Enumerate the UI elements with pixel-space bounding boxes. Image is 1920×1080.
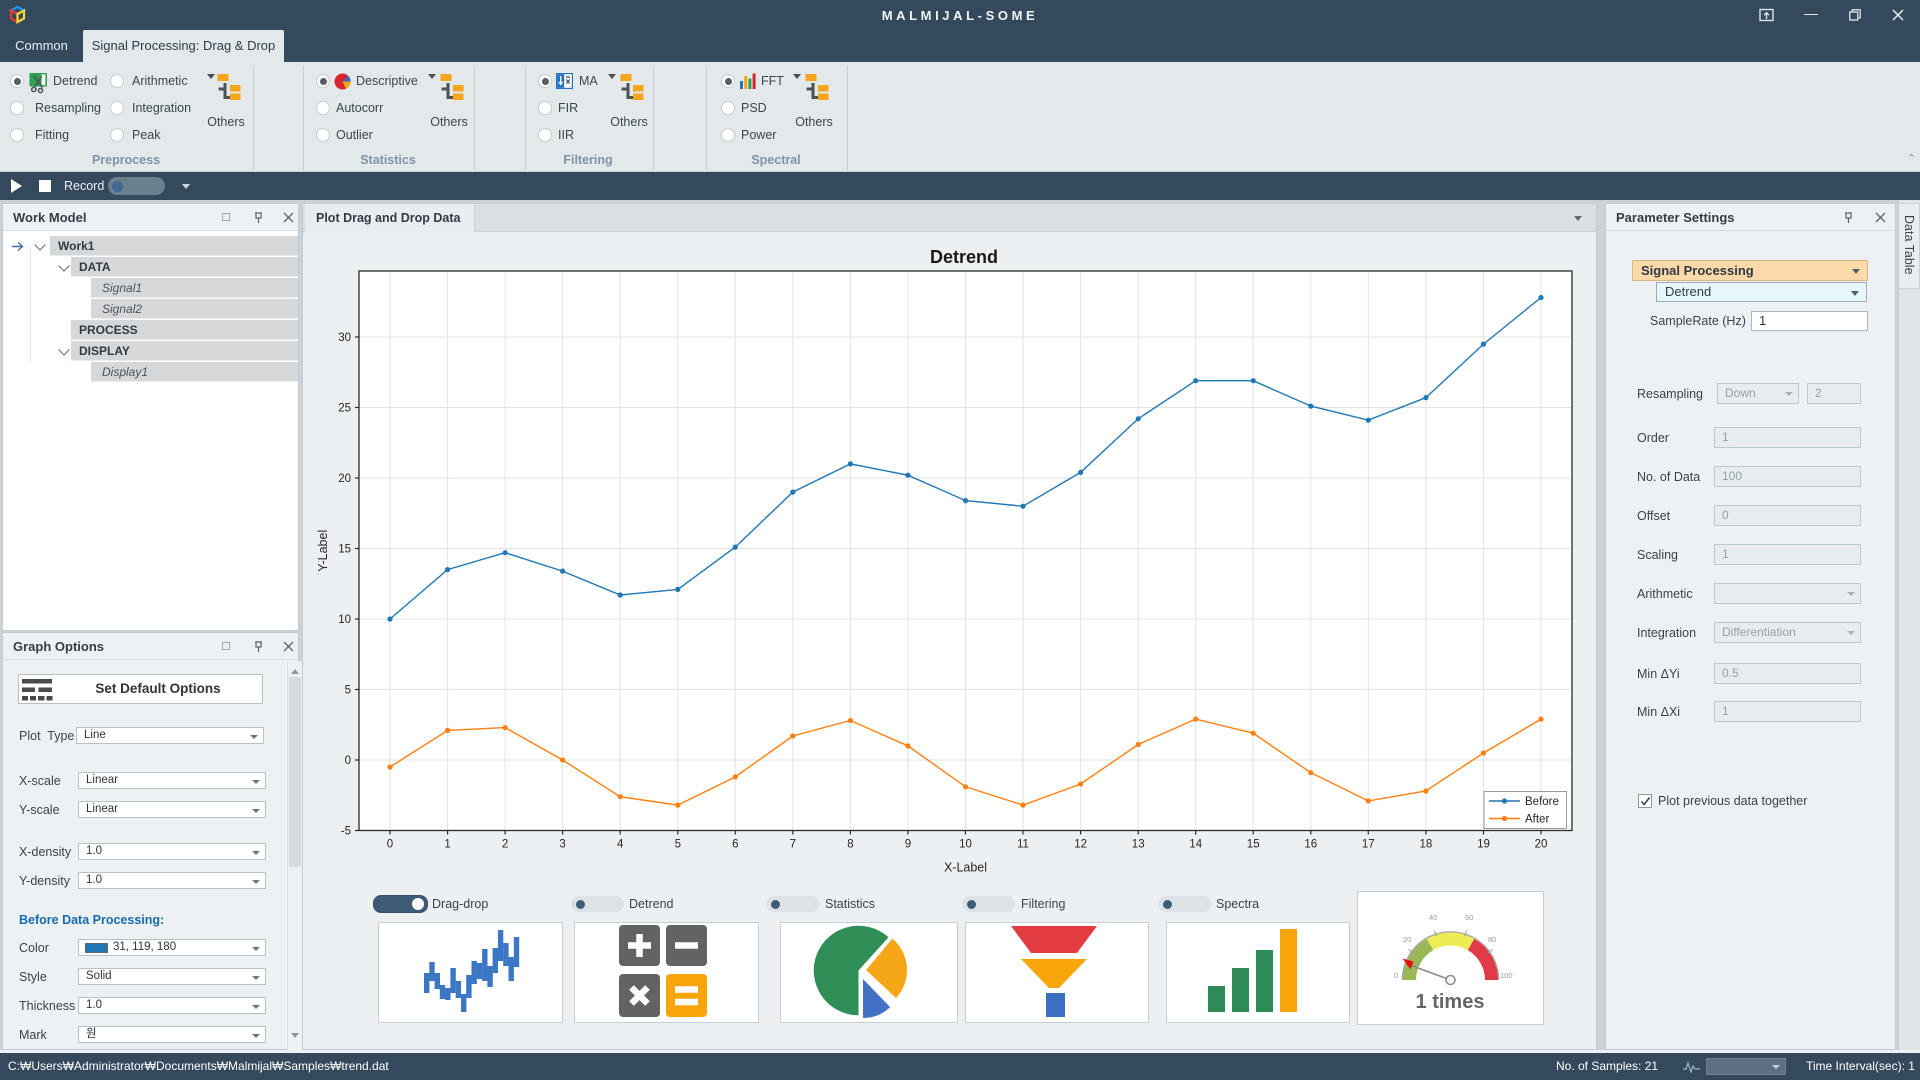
svg-text:5: 5 [345,685,351,697]
svg-text:Detrend: Detrend [930,247,998,267]
svg-text:9: 9 [905,839,911,851]
svg-text:0: 0 [387,839,393,851]
svg-text:7: 7 [790,839,796,851]
svg-text:14: 14 [1189,839,1202,851]
svg-text:5: 5 [675,839,681,851]
svg-text:8: 8 [847,839,853,851]
svg-text:X-Label: X-Label [944,861,987,875]
svg-text:20: 20 [338,473,351,485]
svg-text:18: 18 [1420,839,1433,851]
svg-text:Y-Label: Y-Label [316,530,330,572]
svg-text:100: 100 [1500,971,1513,980]
svg-text:20: 20 [1403,935,1411,944]
svg-text:60: 60 [1465,913,1473,922]
svg-text:3: 3 [559,839,565,851]
svg-text:Before: Before [1525,796,1559,808]
svg-text:20: 20 [1535,839,1548,851]
svg-text:1 times: 1 times [1416,991,1485,1013]
svg-text:15: 15 [338,544,351,556]
svg-text:-5: -5 [341,826,351,838]
svg-text:12: 12 [1074,839,1087,851]
svg-text:0: 0 [345,755,351,767]
svg-text:6: 6 [732,839,738,851]
svg-text:17: 17 [1362,839,1375,851]
svg-text:30: 30 [338,332,351,344]
svg-text:16: 16 [1304,839,1317,851]
svg-text:13: 13 [1132,839,1145,851]
svg-text:15: 15 [1247,839,1260,851]
svg-text:10: 10 [959,839,972,851]
svg-text:0: 0 [1394,971,1398,980]
svg-text:80: 80 [1488,935,1496,944]
svg-text:10: 10 [338,614,351,626]
svg-text:19: 19 [1477,839,1490,851]
svg-text:40: 40 [1429,913,1437,922]
svg-text:1: 1 [444,839,450,851]
svg-text:25: 25 [338,403,351,415]
svg-text:After: After [1525,814,1549,826]
svg-text:4: 4 [617,839,624,851]
svg-text:11: 11 [1017,839,1029,851]
svg-text:2: 2 [502,839,508,851]
